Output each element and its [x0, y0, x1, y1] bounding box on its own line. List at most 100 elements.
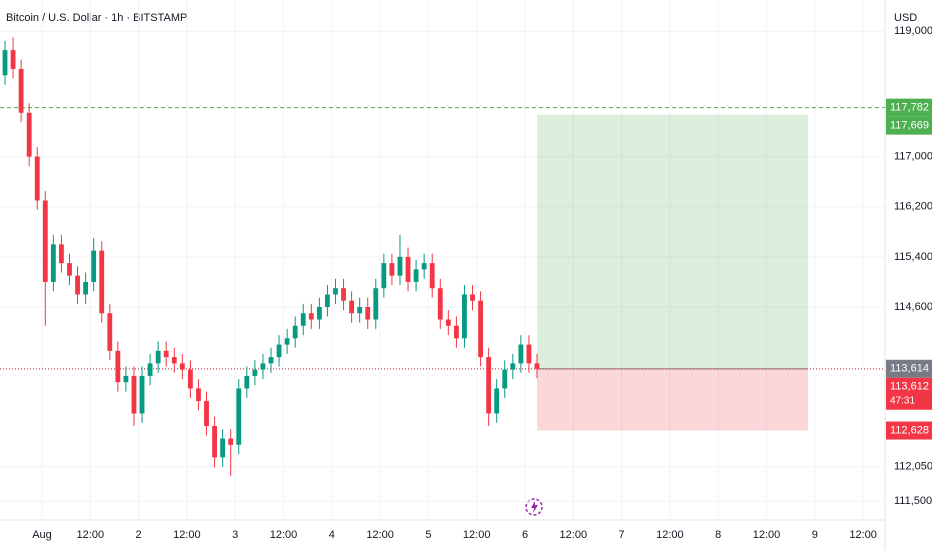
x-tick-label: 2 [136, 529, 142, 541]
candle-body [316, 306, 322, 320]
candle-body [260, 363, 266, 370]
x-tick-label: 12:00 [656, 529, 684, 541]
candle-body [131, 375, 137, 414]
candle-body [518, 344, 524, 364]
entry-price-label: 113,612 [890, 381, 929, 393]
candle-body [91, 250, 97, 282]
candle-body [397, 256, 403, 276]
candle-body [115, 350, 121, 383]
candle-body [341, 288, 346, 301]
y-tick-label: 114,600 [894, 301, 932, 313]
x-tick-label: 12:00 [77, 529, 105, 541]
candle-body [325, 294, 330, 307]
candle-body [171, 357, 177, 364]
candle-body [268, 357, 274, 364]
candle-body [75, 275, 80, 295]
candle-body [10, 50, 16, 69]
candle-body [220, 438, 226, 458]
candle-body [421, 263, 427, 270]
candle-body [212, 426, 217, 458]
candle-body [502, 369, 508, 389]
stop-price-label-bg [886, 421, 932, 440]
x-tick-label: 9 [812, 529, 818, 541]
x-tick-label: 12:00 [463, 529, 491, 541]
alert-price-label-bg [886, 98, 932, 117]
x-tick-label: 3 [232, 529, 238, 541]
candle-body [228, 438, 234, 445]
candle-body [107, 313, 113, 351]
replay-icon[interactable] [525, 498, 543, 516]
x-tick-label: 12:00 [753, 529, 781, 541]
y-tick-label: 119,000 [894, 25, 932, 37]
y-tick-label: 112,050 [894, 461, 932, 473]
candle-body [244, 375, 250, 389]
last-price-label-bg [886, 359, 932, 378]
candle-body [300, 313, 306, 326]
candle-body [50, 244, 56, 282]
candle-body [349, 300, 355, 314]
x-tick-label: 12:00 [173, 529, 201, 541]
candle-body [59, 244, 64, 264]
candle-body [204, 400, 209, 427]
candle-body [413, 269, 419, 282]
profit-zone [537, 114, 808, 369]
x-tick-label: 5 [425, 529, 431, 541]
candle-body [486, 357, 492, 414]
x-tick-label: 7 [619, 529, 625, 541]
stop-price-label: 112,628 [890, 424, 929, 436]
candle-body [462, 294, 467, 339]
icon-bolt [531, 501, 538, 513]
candle-body [453, 325, 459, 339]
x-tick-label: 12:00 [849, 529, 877, 541]
candle-body [429, 263, 435, 289]
candle-body [494, 388, 500, 414]
entry-price-label-bg [886, 377, 932, 410]
candle-body [284, 338, 290, 345]
candle-body [534, 363, 540, 369]
candle-body [83, 281, 89, 295]
candle-body [123, 375, 129, 383]
x-tick-label: 4 [329, 529, 335, 541]
candle-body [34, 156, 40, 201]
candle-body [187, 369, 193, 389]
y-tick-label: 116,200 [894, 201, 932, 213]
candle-body [292, 325, 298, 339]
candle-body [308, 313, 314, 320]
y-tick-label: 117,000 [894, 151, 932, 163]
candle-body [99, 250, 105, 314]
candle-body [236, 388, 242, 445]
candle-body [470, 294, 475, 301]
candle-body [163, 350, 169, 358]
candle-body [445, 319, 451, 326]
candle-body [252, 369, 258, 376]
target-price-label-bg [886, 116, 932, 135]
loss-zone [537, 368, 808, 431]
candle-body [139, 375, 145, 414]
x-tick-label: 12:00 [560, 529, 588, 541]
candle-body [333, 288, 338, 295]
currency-label[interactable]: USD [894, 12, 917, 24]
x-tick-label: 8 [715, 529, 721, 541]
y-tick-label: 111,500 [894, 495, 932, 507]
x-tick-label: 12:00 [270, 529, 298, 541]
target-price-label: 117,669 [890, 120, 929, 132]
candle-body [179, 363, 185, 370]
candle-body [405, 256, 411, 282]
candle-body [67, 263, 72, 276]
countdown: 47:31 [890, 395, 915, 406]
candle-body [42, 200, 48, 282]
candle-body [526, 344, 532, 364]
candle-body [478, 300, 483, 358]
x-tick-label: 6 [522, 529, 528, 541]
candle-body [26, 112, 32, 157]
chart-title: Bitcoin / U.S. Dollar · 1h · BITSTAMP [6, 12, 187, 24]
y-tick-label: 115,400 [894, 251, 932, 263]
candle-body [365, 306, 371, 320]
candle-body [196, 388, 201, 401]
candle-body [2, 50, 8, 76]
candle-body [389, 263, 395, 276]
candle-body [357, 306, 363, 314]
candle-body [18, 68, 24, 113]
